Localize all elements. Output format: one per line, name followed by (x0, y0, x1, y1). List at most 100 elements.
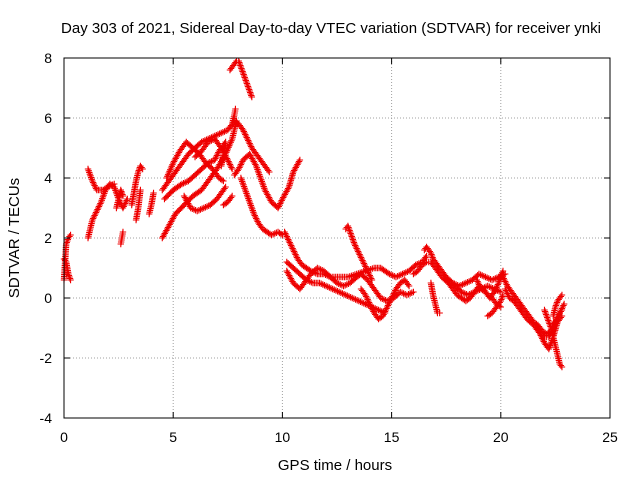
data-point-interp (557, 314, 565, 321)
data-point (410, 288, 417, 296)
data-point (248, 93, 256, 101)
data-point-interp (289, 245, 296, 252)
data-point-interp (368, 275, 375, 282)
data-point (558, 291, 566, 299)
data-point (228, 165, 236, 173)
data-point (285, 237, 293, 245)
data-point-interp (121, 200, 129, 207)
data-point-interp (218, 176, 226, 184)
data-point-interp (90, 213, 98, 221)
data-point-interp (227, 162, 234, 170)
data-point (89, 216, 96, 224)
data-point-interp (247, 141, 254, 149)
y-tick-labels: -4 -2 0 2 4 6 8 (40, 50, 53, 426)
data-point-interp (91, 212, 98, 219)
data-point-interp (386, 299, 393, 306)
data-point-interp (240, 128, 248, 135)
x-tick-label: 20 (493, 429, 509, 445)
data-point-interp (384, 302, 392, 309)
data-point-interp (359, 257, 366, 264)
data-point-interp (251, 212, 258, 219)
data-point-interp (538, 333, 545, 341)
y-tick-label: 6 (44, 110, 52, 126)
data-point-interp (227, 194, 235, 201)
data-point-interp (241, 129, 248, 137)
data-point-interp (369, 306, 376, 314)
grid-lines (64, 58, 610, 418)
data-point (111, 180, 118, 188)
data-point (290, 246, 297, 254)
data-point-interp (557, 362, 565, 369)
data-point-interp (95, 204, 102, 212)
data-point-interp (120, 203, 127, 210)
data-point-interp (238, 159, 245, 167)
data-point-interp (190, 206, 198, 213)
data-point (388, 294, 395, 302)
data-point (222, 141, 229, 149)
data-point-interp (365, 299, 373, 306)
data-point-interp (385, 300, 392, 308)
data-point (296, 156, 304, 164)
data-point-interp (290, 248, 298, 255)
data-point-interp (493, 282, 501, 290)
data-point-interp (287, 240, 294, 248)
data-point (536, 330, 544, 338)
data-point (436, 309, 443, 317)
data-point-interp (539, 335, 546, 342)
data-point-interp (244, 137, 252, 144)
data-point-interp (97, 200, 104, 207)
data-point (228, 192, 236, 200)
data-point (124, 195, 131, 203)
data-point-interp (356, 251, 363, 258)
x-axis-label: GPS time / hours (278, 457, 392, 474)
data-point-interp (406, 290, 414, 297)
data-point (220, 177, 227, 185)
data-point (499, 267, 507, 275)
data-point-interp (380, 311, 387, 318)
data-point-interp (443, 276, 451, 284)
data-point (501, 285, 509, 293)
data-point-interp (389, 293, 396, 300)
data-point-interp (223, 155, 231, 162)
data-point (67, 276, 74, 284)
data-point-interp (94, 206, 101, 213)
y-tick-label: 0 (44, 290, 52, 306)
data-point-interp (122, 198, 130, 206)
data-point-interp (252, 215, 260, 222)
data-point (558, 306, 566, 314)
data-point-interp (404, 281, 412, 288)
data-point (368, 276, 376, 284)
data-point-interp (502, 287, 510, 294)
data-point-interp (382, 306, 389, 314)
data-point-interp (443, 275, 450, 282)
data-point-interp (500, 275, 507, 282)
data-point-interp (539, 336, 547, 344)
data-point-interp (285, 236, 292, 243)
data-point-interp (291, 249, 298, 257)
data-point-interp (95, 203, 103, 210)
data-point-interp (364, 296, 371, 303)
data-point-interp (368, 305, 376, 312)
data-point (440, 270, 448, 278)
data-point-interp (422, 254, 429, 261)
data-point-interp (236, 164, 243, 171)
data-point-interp (226, 159, 233, 167)
data-point (211, 156, 218, 164)
data-point (384, 303, 391, 311)
data-point-interp (365, 270, 373, 278)
data-point (364, 267, 371, 275)
y-tick-label: 8 (44, 50, 52, 66)
data-point-interp (288, 243, 296, 251)
data-point-interp (227, 122, 235, 129)
data-point-interp (221, 185, 228, 192)
data-point-interp (354, 248, 362, 255)
data-point-interp (92, 210, 99, 218)
data-point-interp (365, 297, 372, 305)
data-point-interp (504, 290, 511, 297)
data-point-interp (537, 332, 545, 339)
data-point-interp (245, 138, 253, 146)
data-point-interp (389, 291, 397, 299)
data-point-interp (284, 185, 292, 192)
data-point (281, 228, 288, 236)
data-point-interp (265, 167, 272, 174)
